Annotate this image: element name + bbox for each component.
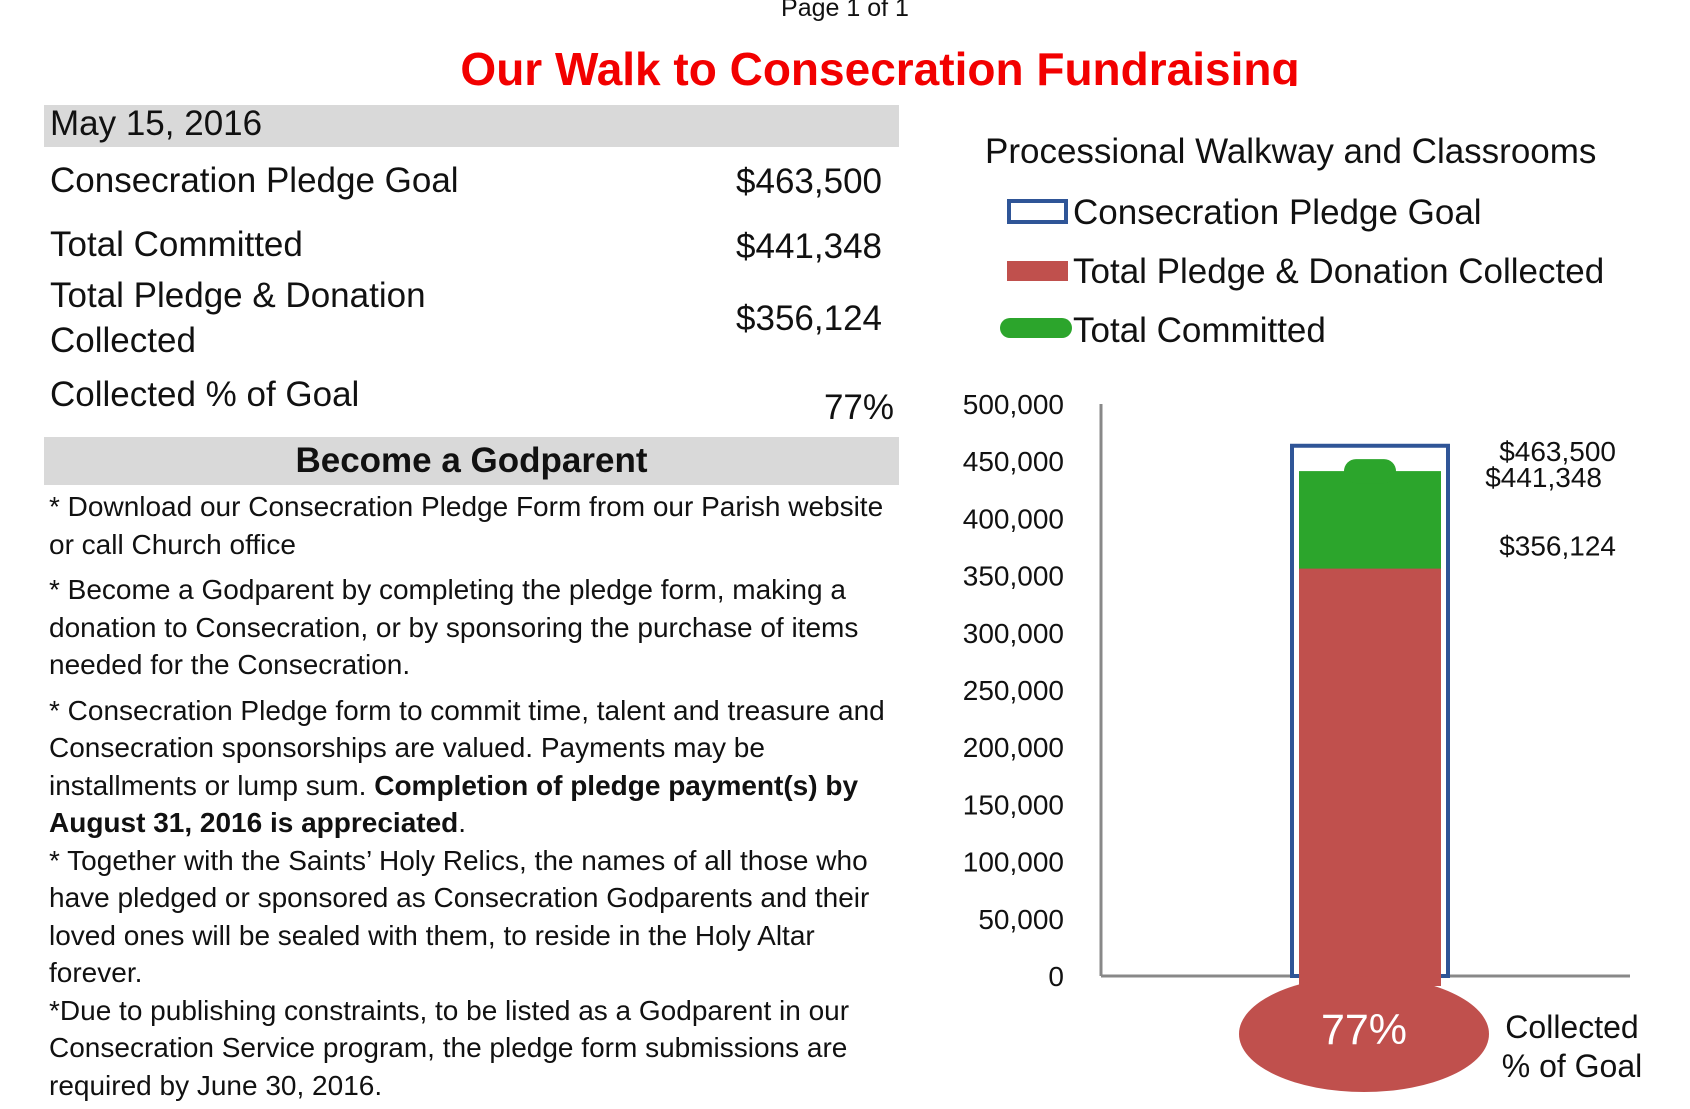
data-label-committed: $441,348 xyxy=(1485,462,1602,493)
section-heading: Become a Godparent xyxy=(295,441,648,480)
note-pledge-deadline: Completion of pledge payment(s) by Augus… xyxy=(49,769,859,839)
bulb-caption-line1: Collected xyxy=(1505,1009,1638,1045)
note-deadline: *Due to publishing constraints, to be li… xyxy=(49,994,850,1101)
collected-label-line2: Collected xyxy=(50,321,196,360)
data-label-goal: $463,500 xyxy=(1499,436,1616,467)
legend-swatch-committed xyxy=(1000,318,1072,338)
date-band xyxy=(44,105,899,147)
goal-value: $463,500 xyxy=(736,162,882,201)
note-pledge-text: * Consecration Pledge form to commit tim… xyxy=(49,694,885,801)
bulb-percent-label: 77% xyxy=(1321,1006,1407,1054)
legend-label-goal: Consecration Pledge Goal xyxy=(1073,193,1482,232)
y-tick-label: 250,000 xyxy=(963,675,1064,706)
note-pledge-tail: . xyxy=(458,807,467,838)
section-band xyxy=(44,437,899,485)
note-download: * Download our Consecration Pledge Form … xyxy=(49,491,884,560)
page-title: Our Walk to Consecration Fundraising xyxy=(460,43,1300,86)
percent-value: 77% xyxy=(823,388,894,427)
legend-label-committed: Total Committed xyxy=(1073,311,1326,350)
y-tick-label: 350,000 xyxy=(963,561,1064,592)
percent-label: Collected % of Goal xyxy=(50,375,360,414)
y-tick-label: 450,000 xyxy=(963,446,1064,477)
data-label-collected: $356,124 xyxy=(1499,531,1616,562)
godparent-notes: * Download our Consecration Pledge Form … xyxy=(49,488,909,1104)
committed-value: $441,348 xyxy=(736,227,882,266)
legend-label-collected: Total Pledge & Donation Collected xyxy=(1073,252,1604,291)
y-tick-label: 300,000 xyxy=(963,618,1064,649)
legend-swatch-goal xyxy=(1007,199,1068,224)
page-number: Page 1 of 1 xyxy=(781,0,909,22)
note-pledge: * Consecration Pledge form to commit tim… xyxy=(49,692,909,842)
y-tick-label: 0 xyxy=(1048,961,1064,992)
y-axis-ticks: 0 50,000 100,000 150,000 200,000 250,000 300,0… xyxy=(963,389,1064,992)
collected-label-line1: Total Pledge & Donation xyxy=(50,276,426,315)
collected-value: $356,124 xyxy=(736,299,882,338)
y-tick-label: 400,000 xyxy=(963,503,1064,534)
bulb-caption-line2: % of Goal xyxy=(1502,1048,1643,1084)
note-become: * Become a Godparent by completing the p… xyxy=(49,574,859,680)
bar-committed-cap xyxy=(1344,459,1396,484)
y-tick-label: 100,000 xyxy=(963,847,1064,878)
committed-label: Total Committed xyxy=(50,225,303,264)
bar-collected xyxy=(1299,568,1441,986)
note-relics: * Together with the Saints’ Holy Relics,… xyxy=(49,844,870,989)
report-date: May 15, 2016 xyxy=(50,104,263,143)
y-tick-label: 500,000 xyxy=(963,389,1064,420)
y-tick-label: 150,000 xyxy=(963,789,1064,820)
chart-title: Processional Walkway and Classrooms xyxy=(985,132,1596,171)
thermometer-bulb xyxy=(1239,976,1489,1092)
goal-label: Consecration Pledge Goal xyxy=(50,161,459,200)
legend-swatch-collected xyxy=(1007,261,1068,281)
y-tick-label: 50,000 xyxy=(978,904,1064,935)
y-tick-label: 200,000 xyxy=(963,732,1064,763)
